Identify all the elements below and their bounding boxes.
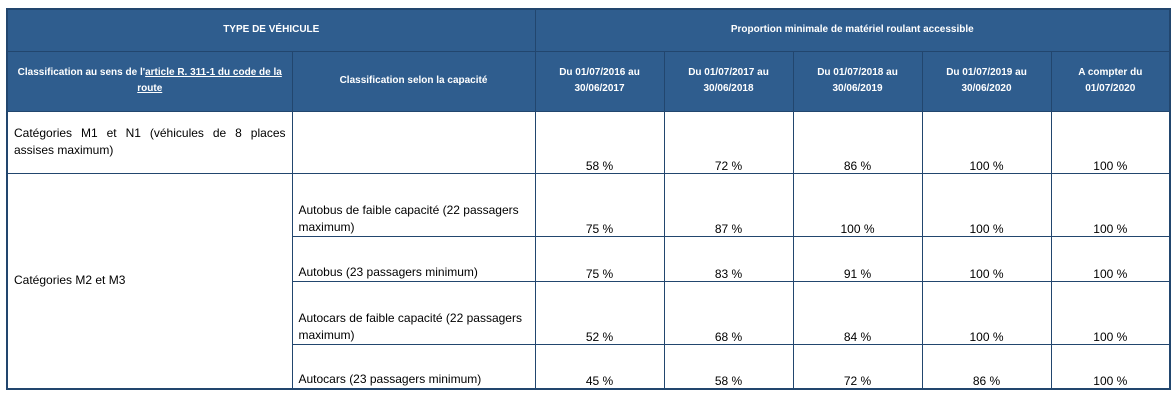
value-cell: 100 %: [1050, 343, 1171, 390]
classification-prefix: Classification au sens de l': [17, 67, 146, 78]
value-cell: 45 %: [534, 343, 665, 390]
article-r311-1-link[interactable]: article R. 311-1 du code de la route: [137, 67, 282, 94]
value-cell: 72 %: [663, 110, 794, 174]
value-cell: 52 %: [534, 280, 665, 345]
value-cell: 86 %: [921, 343, 1052, 390]
category-cell: Catégories M2 et M3: [6, 172, 293, 390]
vehicle-accessibility-table: TYPE DE VÉHICULE Proportion minimale de …: [6, 8, 1172, 390]
value-cell: 83 %: [663, 235, 794, 282]
value-cell: 100 %: [921, 280, 1052, 345]
value-cell: 100 %: [1050, 110, 1171, 174]
value-cell: 100 %: [792, 172, 923, 237]
header-type-vehicule: TYPE DE VÉHICULE: [6, 8, 536, 52]
value-cell: 87 %: [663, 172, 794, 237]
capacity-cell: Autocars (23 passagers minimum): [291, 343, 536, 390]
header-period-2020: A compter du 01/07/2020: [1050, 50, 1171, 112]
value-cell: 86 %: [792, 110, 923, 174]
capacity-cell: Autobus de faible capacité (22 passagers…: [291, 172, 536, 237]
table-row: Catégories M1 et N1 (véhicules de 8 plac…: [6, 110, 1171, 174]
table-row: Catégories M2 et M3 Autobus de faible ca…: [6, 172, 1171, 390]
value-cell: 100 %: [1050, 172, 1171, 237]
value-cell: 75 %: [534, 235, 665, 282]
value-cell: 58 %: [663, 343, 794, 390]
value-cell: 68 %: [663, 280, 794, 345]
value-cell: 58 %: [534, 110, 665, 174]
value-cell: 100 %: [921, 110, 1052, 174]
value-cell: 84 %: [792, 280, 923, 345]
category-cell: Catégories M1 et N1 (véhicules de 8 plac…: [6, 110, 293, 174]
table-row: Autocars (23 passagers minimum) 45 % 58 …: [7, 343, 1171, 390]
value-cell: 100 %: [1050, 235, 1171, 282]
value-cell: 100 %: [921, 172, 1052, 237]
header-row-2: Classification au sens de l'article R. 3…: [6, 50, 1171, 112]
header-period-2016: Du 01/07/2016 au 30/06/2017: [534, 50, 665, 112]
value-cell: 100 %: [921, 235, 1052, 282]
header-classification-code-route: Classification au sens de l'article R. 3…: [6, 50, 293, 112]
header-row-1: TYPE DE VÉHICULE Proportion minimale de …: [6, 8, 1171, 52]
value-cell: 91 %: [792, 235, 923, 282]
value-cell: 72 %: [792, 343, 923, 390]
value-cell: 75 %: [534, 172, 665, 237]
table-row: Autocars de faible capacité (22 passager…: [7, 280, 1171, 345]
header-period-2019: Du 01/07/2019 au 30/06/2020: [921, 50, 1052, 112]
table-row: Autobus (23 passagers minimum) 75 % 83 %…: [7, 235, 1171, 282]
header-classification-capacite: Classification selon la capacité: [291, 50, 536, 112]
header-period-2017: Du 01/07/2017 au 30/06/2018: [663, 50, 794, 112]
capacity-cell: Autocars de faible capacité (22 passager…: [291, 280, 536, 345]
capacity-cell: [291, 110, 536, 174]
value-cell: 100 %: [1050, 280, 1171, 345]
header-period-2018: Du 01/07/2018 au 30/06/2019: [792, 50, 923, 112]
header-proportion: Proportion minimale de matériel roulant …: [534, 8, 1171, 52]
capacity-cell: Autobus (23 passagers minimum): [291, 235, 536, 282]
